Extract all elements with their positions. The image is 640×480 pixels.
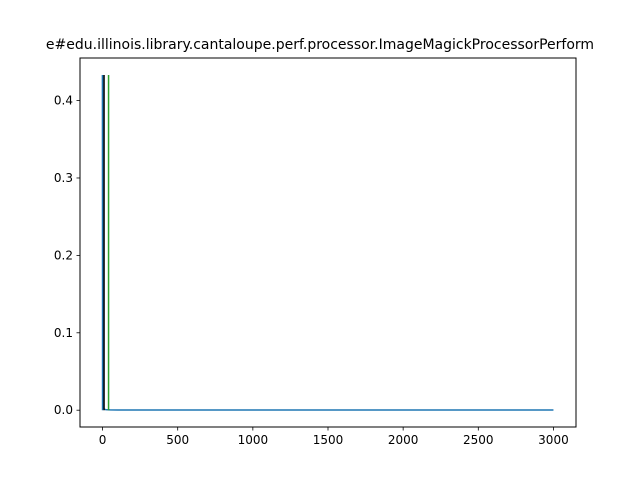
y-tick-label: 0.1 <box>54 326 73 340</box>
y-tick-label: 0.3 <box>54 171 73 185</box>
y-tick-label: 0.4 <box>54 94 73 108</box>
x-tick-label: 0 <box>99 433 107 447</box>
data-layer <box>101 75 554 411</box>
x-tick-label: 500 <box>166 433 189 447</box>
chart-title: e#edu.illinois.library.cantaloupe.perf.p… <box>46 37 594 53</box>
x-tick-label: 2000 <box>388 433 419 447</box>
x-tick-label: 1000 <box>238 433 269 447</box>
x-tick-label: 1500 <box>313 433 344 447</box>
y-axis: 0.0 0.1 0.2 0.3 0.4 <box>54 94 80 417</box>
y-tick-label: 0.2 <box>54 248 73 262</box>
x-axis: 0 500 1000 1500 2000 2500 3000 <box>99 427 569 447</box>
x-tick-label: 2500 <box>463 433 494 447</box>
x-tick-label: 3000 <box>538 433 569 447</box>
y-tick-label: 0.0 <box>54 403 73 417</box>
